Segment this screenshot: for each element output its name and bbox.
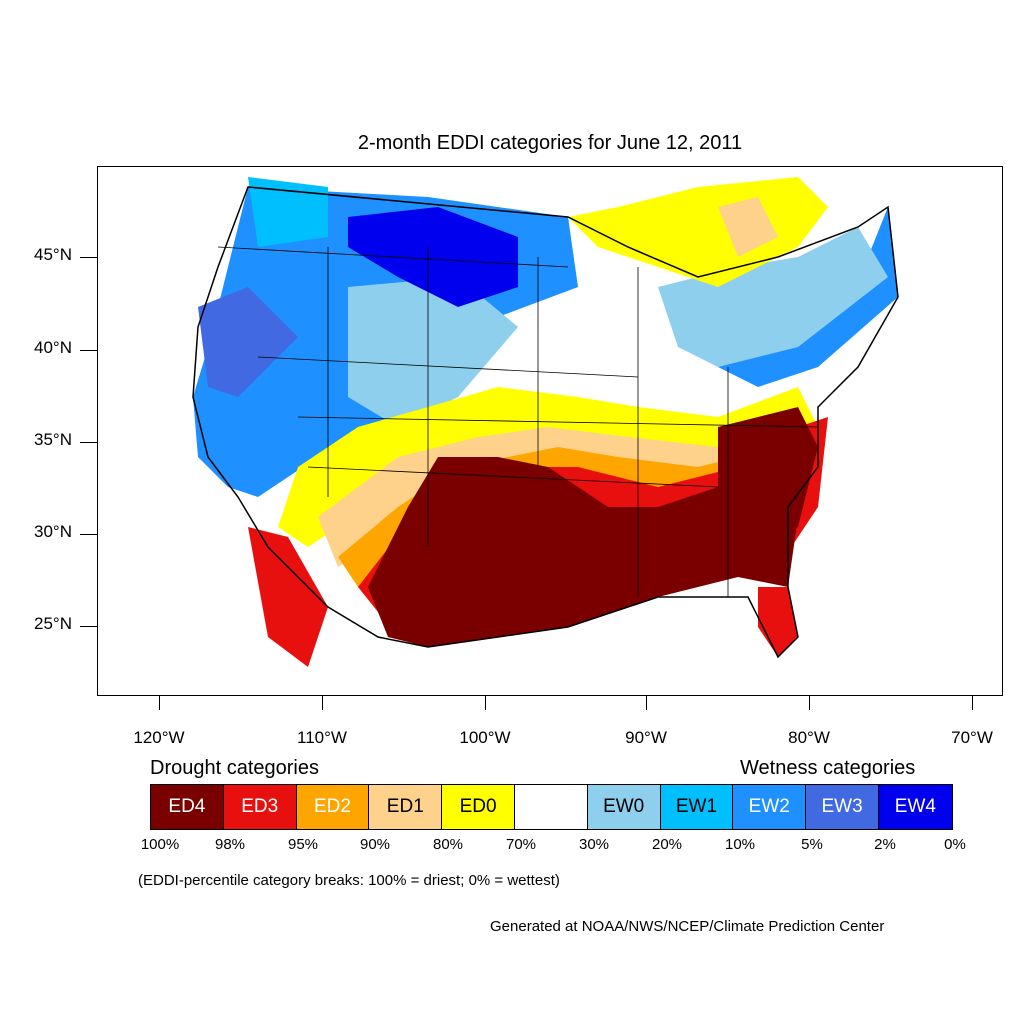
lon-tick-90 (646, 696, 647, 710)
lat-label-25: 25°N (34, 614, 72, 633)
break-label: 0% (944, 836, 966, 853)
break-label: 10% (724, 836, 756, 853)
region-ew1-nw (248, 177, 328, 247)
lat-tick-25 (80, 626, 97, 627)
lon-label-110: 110°W (297, 728, 347, 747)
lat-label-30: 30°N (34, 522, 72, 541)
legend-box-ew3: EW3 (806, 785, 879, 829)
lon-tick-70 (972, 696, 973, 710)
lon-tick-110 (322, 696, 323, 710)
region-ed0-north (568, 177, 828, 287)
lon-label-70: 70°W (951, 728, 993, 747)
lon-tick-100 (485, 696, 486, 710)
lon-tick-80 (809, 696, 810, 710)
break-label: 95% (287, 836, 319, 853)
legend-box-ed0: ED0 (442, 785, 515, 829)
break-label: 30% (578, 836, 610, 853)
map-title: 2-month EDDI categories for June 12, 201… (357, 132, 743, 154)
lat-label-35: 35°N (34, 430, 72, 449)
lat-tick-40 (80, 350, 97, 351)
lat-tick-45 (80, 257, 97, 258)
region-ew0-west (348, 277, 518, 427)
region-ed4-southeast (718, 407, 818, 547)
region-ed4-south (368, 417, 818, 647)
break-label: 98% (214, 836, 246, 853)
lat-tick-35 (80, 442, 97, 443)
legend-box-neutral (514, 785, 588, 829)
lon-label-120: 120°W (133, 728, 185, 747)
drought-heading: Drought categories (150, 757, 319, 779)
region-ew0-northeast (658, 227, 888, 367)
break-label: 70% (505, 836, 537, 853)
lat-label-45: 45°N (34, 245, 72, 264)
legend-box-ew1: EW1 (660, 785, 734, 829)
legend-box-ed1: ED1 (369, 785, 443, 829)
break-label: 5% (801, 836, 823, 853)
break-label: 100% (140, 836, 180, 853)
lon-label-80: 80°W (788, 728, 830, 747)
region-ew4-north (348, 207, 518, 307)
lon-label-90: 90°W (625, 728, 667, 747)
legend-box-ew0: EW0 (587, 785, 661, 829)
category-legend: ED4 ED3 ED2 ED1 ED0 EW0 EW1 EW2 EW3 EW4 (150, 784, 953, 830)
lat-label-40: 40°N (34, 338, 72, 357)
legend-box-ed4: ED4 (151, 785, 224, 829)
lat-tick-30 (80, 534, 97, 535)
conus-outline (192, 186, 899, 659)
region-ed1-north (718, 197, 778, 257)
break-label: 80% (432, 836, 464, 853)
category-note: (EDDI-percentile category breaks: 100% =… (138, 872, 560, 889)
eddi-map (97, 166, 1003, 696)
break-label: 90% (359, 836, 391, 853)
region-ed3-west-coast (248, 527, 328, 667)
break-label: 20% (651, 836, 683, 853)
wetness-heading: Wetness categories (740, 757, 916, 779)
lon-label-100: 100°W (459, 728, 511, 747)
map-canvas (192, 177, 899, 667)
credit-line: Generated at NOAA/NWS/NCEP/Climate Predi… (490, 918, 885, 935)
legend-box-ew2: EW2 (733, 785, 807, 829)
lon-tick-120 (159, 696, 160, 710)
region-ed3-florida (758, 587, 798, 657)
break-label: 2% (874, 836, 896, 853)
state-lines (217, 246, 819, 597)
legend-box-ew4: EW4 (878, 785, 952, 829)
legend-box-ed3: ED3 (223, 785, 297, 829)
region-ew3-west (198, 287, 298, 397)
legend-box-ed2: ED2 (296, 785, 370, 829)
